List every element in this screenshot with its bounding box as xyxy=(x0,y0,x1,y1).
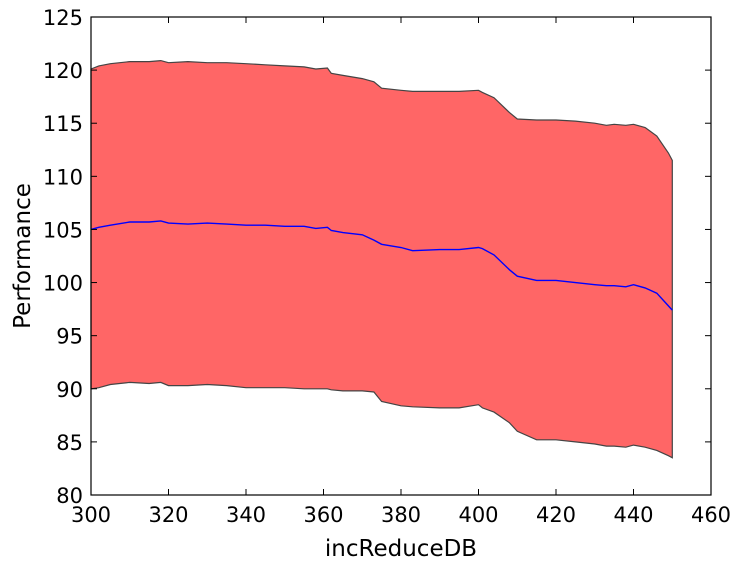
y-tick-label: 110 xyxy=(43,165,83,189)
x-tick-label: 460 xyxy=(691,503,731,527)
y-tick-label: 100 xyxy=(43,272,83,296)
axis-ticks: 300 320 340 360 380 400 420 440 460 80 85 90 95 100 10… xyxy=(43,6,731,527)
x-tick-label: 380 xyxy=(381,503,421,527)
y-tick-label: 115 xyxy=(43,112,83,136)
std-band xyxy=(90,59,673,459)
x-tick-label: 360 xyxy=(303,503,343,527)
y-tick-label: 80 xyxy=(56,484,83,508)
x-tick-label: 400 xyxy=(458,503,498,527)
y-axis-label: Performance xyxy=(10,183,36,329)
x-tick-label: 340 xyxy=(226,503,266,527)
y-tick-label: 120 xyxy=(43,59,83,83)
y-tick-label: 95 xyxy=(56,325,83,349)
x-tick-label: 320 xyxy=(148,503,188,527)
y-tick-label: 85 xyxy=(56,431,83,455)
x-tick-label: 420 xyxy=(536,503,576,527)
y-tick-label: 125 xyxy=(43,6,83,30)
x-tick-label: 440 xyxy=(613,503,653,527)
x-tick-label: 300 xyxy=(71,503,111,527)
plot-area xyxy=(90,59,673,459)
y-tick-label: 90 xyxy=(56,378,83,402)
mean-line xyxy=(90,220,673,311)
y-tick-label: 105 xyxy=(43,218,83,242)
x-axis-label: incReduceDB xyxy=(325,536,477,562)
